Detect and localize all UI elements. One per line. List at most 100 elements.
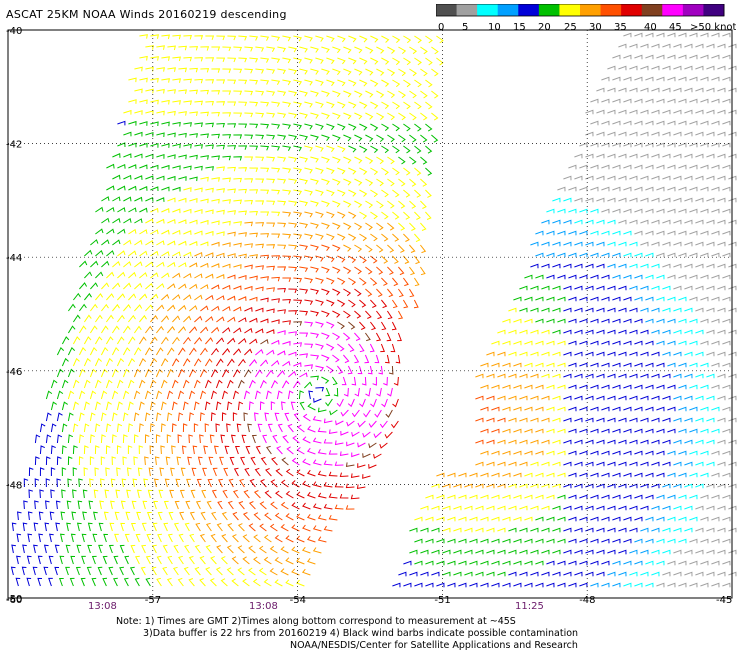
- wind-barb: [651, 65, 660, 71]
- wind-barb: [684, 285, 693, 291]
- wind-barb: [579, 450, 588, 456]
- wind-barb: [722, 384, 731, 390]
- wind-barb: [159, 467, 165, 477]
- wind-barb: [673, 417, 682, 423]
- wind-barb: [717, 87, 726, 93]
- wind-barb: [172, 315, 181, 323]
- wind-barb: [376, 46, 385, 54]
- wind-barb: [607, 395, 616, 401]
- wind-barb: [557, 296, 566, 302]
- wind-barb: [557, 274, 566, 280]
- wind-barb: [689, 406, 698, 412]
- wind-barb: [55, 500, 61, 510]
- wind-barb: [480, 516, 489, 522]
- wind-barb: [585, 417, 594, 423]
- wind-barb: [119, 544, 125, 554]
- wind-barb: [612, 142, 621, 148]
- wind-barb: [370, 79, 379, 87]
- wind-barb: [177, 434, 183, 444]
- wind-barb: [138, 445, 144, 455]
- wind-barb: [513, 384, 522, 390]
- wind-barb: [194, 315, 203, 323]
- wind-barb: [244, 112, 254, 118]
- wind-barb: [310, 332, 319, 339]
- wind-barb: [530, 483, 539, 489]
- wind-barb: [425, 145, 433, 154]
- wind-barb: [323, 481, 333, 488]
- wind-barb: [222, 242, 231, 247]
- wind-barb: [574, 197, 583, 203]
- wind-barb: [728, 307, 737, 313]
- wind-barb: [193, 358, 202, 367]
- wind-barb: [414, 233, 421, 243]
- wind-barb: [89, 347, 98, 356]
- wind-barb: [590, 252, 599, 258]
- wind-barb: [337, 211, 346, 219]
- wind-barb: [263, 578, 272, 587]
- wind-barb: [248, 523, 256, 532]
- wind-barb: [667, 296, 676, 302]
- wind-barb: [266, 200, 276, 206]
- wind-barb: [458, 582, 467, 588]
- wind-barb: [178, 262, 187, 268]
- latitude-labels: -40-42-44-46-48-50: [6, 26, 22, 605]
- wind-barb: [706, 65, 715, 71]
- wind-barb: [188, 412, 195, 422]
- colorbar-swatch: [682, 4, 704, 16]
- wind-barb: [133, 456, 138, 466]
- wind-barb: [634, 296, 643, 302]
- wind-barb: [601, 538, 610, 544]
- wind-barb: [376, 178, 384, 187]
- wind-barb: [172, 251, 181, 257]
- wind-barb: [656, 252, 665, 258]
- wind-barb: [205, 252, 214, 258]
- wind-barb: [117, 314, 125, 323]
- wind-barb: [574, 175, 583, 181]
- wind-barb: [44, 522, 50, 532]
- wind-barb: [222, 177, 231, 183]
- wind-barb: [299, 244, 308, 251]
- wind-barb: [228, 478, 234, 488]
- wind-barb: [640, 43, 649, 49]
- wind-barb: [629, 549, 638, 555]
- wind-barb: [552, 285, 561, 291]
- wind-barb: [83, 379, 91, 389]
- wind-barb: [123, 304, 132, 312]
- wind-barb: [257, 423, 263, 433]
- wind-barb: [182, 358, 191, 367]
- wind-barb: [183, 78, 192, 84]
- wind-barb: [156, 175, 165, 181]
- wind-barb: [285, 513, 294, 521]
- wind-barb: [252, 578, 261, 587]
- wind-barb: [519, 483, 528, 489]
- wind-barb: [590, 494, 599, 500]
- wind-barb: [233, 467, 239, 477]
- wind-barb: [546, 582, 555, 588]
- wind-barb: [667, 450, 676, 456]
- wind-barb: [392, 189, 400, 198]
- wind-barb: [302, 458, 311, 466]
- wind-barb: [194, 230, 203, 236]
- wind-barb: [178, 89, 187, 95]
- wind-barb: [288, 310, 298, 315]
- wind-barb: [194, 144, 203, 149]
- wind-barb: [722, 142, 731, 148]
- wind-barb: [695, 109, 704, 115]
- wind-barb: [321, 332, 330, 340]
- wind-barb: [662, 241, 671, 247]
- wind-barb: [199, 390, 207, 400]
- wind-barb: [54, 544, 60, 554]
- wind-barb: [274, 512, 283, 521]
- wind-barb: [722, 32, 731, 38]
- wind-barb: [106, 163, 115, 169]
- wind-barb: [711, 120, 720, 126]
- wind-barb: [233, 264, 242, 269]
- wind-barb: [722, 318, 731, 324]
- wind-barb: [280, 546, 289, 554]
- wind-barb: [420, 178, 428, 187]
- wind-barb: [480, 472, 489, 478]
- wind-barb: [722, 98, 731, 104]
- wind-barb: [634, 208, 643, 214]
- wind-barb: [277, 330, 286, 335]
- wind-barb: [48, 555, 54, 565]
